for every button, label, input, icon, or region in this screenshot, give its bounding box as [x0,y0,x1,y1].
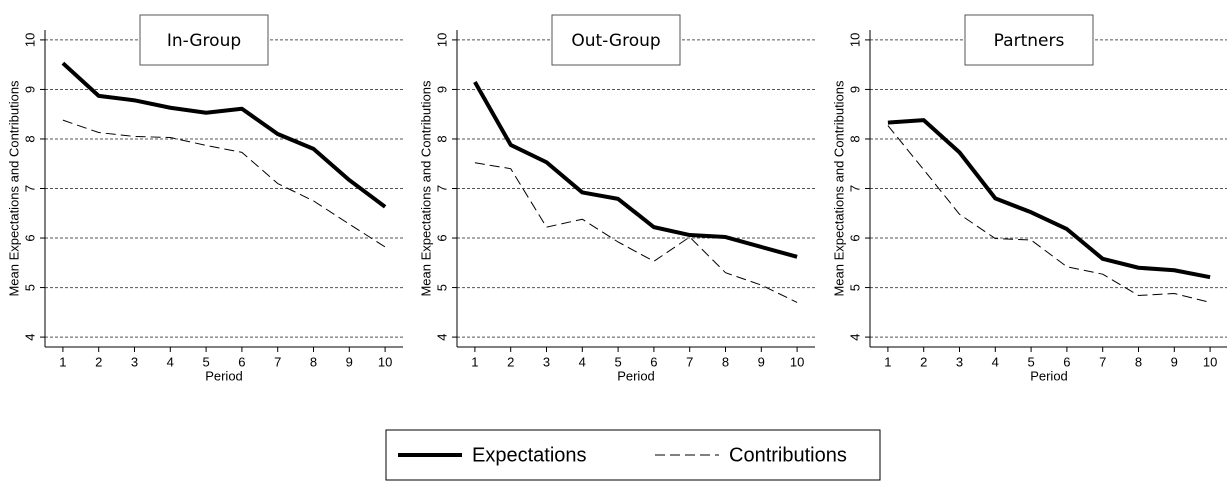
x-tick-label: 7 [1099,354,1106,369]
y-tick-label: 10 [434,33,449,47]
x-tick-label: 7 [274,354,281,369]
y-tick-label: 4 [22,333,37,340]
chart-title: Out-Group [571,31,660,51]
x-tick-label: 9 [1171,354,1178,369]
x-tick-label: 5 [202,354,209,369]
series-line [473,81,798,259]
x-tick-label: 8 [1135,354,1142,369]
x-tick-label: 5 [614,354,621,369]
y-tick-label: 4 [847,333,862,340]
y-tick-label: 7 [22,185,37,192]
series-line [887,118,1211,280]
y-axis-label: Mean Expectations and Contributions [831,80,846,297]
x-tick-label: 4 [992,354,999,369]
y-tick-label: 8 [847,135,862,142]
chart-title: In-Group [167,31,241,51]
y-tick-label: 9 [434,86,449,93]
x-tick-label: 4 [167,354,174,369]
y-tick-label: 6 [22,234,37,241]
x-tick-label: 8 [310,354,317,369]
x-tick-label: 10 [1203,354,1217,369]
x-axis-label: Period [205,368,243,383]
series-line [887,125,1211,303]
x-tick-label: 4 [579,354,586,369]
x-tick-label: 9 [346,354,353,369]
x-tick-label: 6 [238,354,245,369]
x-tick-label: 6 [1063,354,1070,369]
x-tick-label: 9 [758,354,765,369]
y-tick-label: 5 [434,284,449,291]
series-line [61,61,387,209]
y-axis-label: Mean Expectations and Contributions [6,80,21,297]
x-tick-label: 7 [686,354,693,369]
y-tick-label: 5 [22,284,37,291]
y-tick-label: 8 [22,135,37,142]
title-box [551,14,681,66]
series-line [62,119,386,248]
x-tick-label: 5 [1027,354,1034,369]
legend-label: Expectations [472,444,587,466]
x-tick-label: 1 [471,354,478,369]
x-tick-label: 10 [790,354,804,369]
y-tick-label: 7 [847,185,862,192]
legend-box [385,429,881,481]
x-tick-label: 1 [884,354,891,369]
legend-label: Contributions [729,444,847,466]
x-tick-label: 3 [543,354,550,369]
y-tick-label: 4 [434,333,449,340]
x-tick-label: 3 [131,354,138,369]
y-tick-label: 6 [434,234,449,241]
y-tick-label: 10 [847,33,862,47]
y-tick-label: 9 [22,86,37,93]
chart-title: Partners [994,31,1065,51]
x-tick-label: 2 [95,354,102,369]
y-axis-label: Mean Expectations and Contributions [418,80,433,297]
y-tick-label: 8 [434,135,449,142]
title-box [964,14,1094,66]
series-line [474,162,798,303]
x-tick-label: 1 [59,354,66,369]
title-box [139,14,269,66]
x-tick-label: 3 [956,354,963,369]
x-tick-label: 2 [920,354,927,369]
x-axis-label: Period [1030,368,1068,383]
y-tick-label: 7 [434,185,449,192]
y-tick-label: 10 [22,33,37,47]
y-tick-label: 6 [847,234,862,241]
y-tick-label: 9 [847,86,862,93]
y-tick-label: 5 [847,284,862,291]
x-axis-label: Period [617,368,655,383]
x-tick-label: 8 [722,354,729,369]
x-tick-label: 2 [507,354,514,369]
x-tick-label: 6 [650,354,657,369]
x-tick-label: 10 [378,354,392,369]
